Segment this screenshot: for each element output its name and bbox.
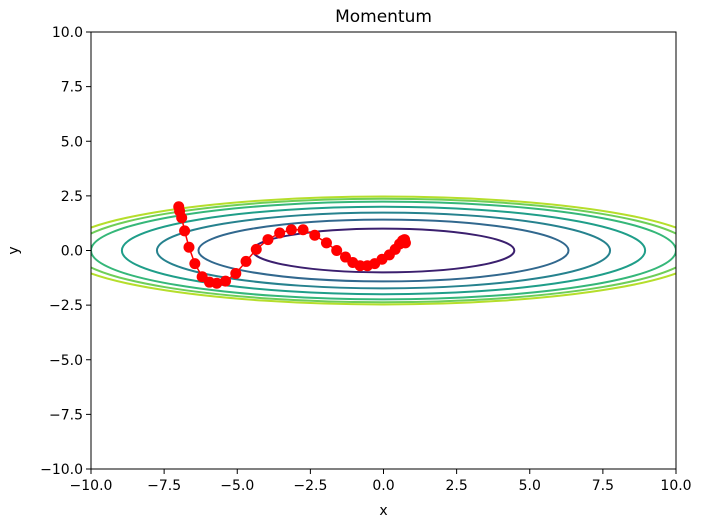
x-tick-label: 10.0 [660,478,691,494]
contour-level-3 [120,205,647,296]
series-point [331,245,343,256]
series-point [399,237,411,249]
series-point [211,277,223,289]
series-point [189,258,201,270]
contour-level-1 [197,218,570,283]
x-tick-label: 0.0 [372,478,394,494]
series-point [250,243,262,255]
series-point [183,241,195,253]
x-tick-label: −2.5 [293,478,327,494]
y-axis-label: y [6,246,22,254]
series-point [320,237,332,249]
series-point [240,255,252,267]
contour-level-2 [155,211,612,290]
series-point [309,229,321,241]
contour-lines [91,195,676,306]
x-tick-label: −7.5 [147,478,181,494]
y-tick-label: 0.0 [61,244,83,260]
y-tick-label: 5.0 [61,134,83,150]
contour-level-5 [91,197,676,304]
contour-level-6 [91,195,676,306]
x-tick-label: −10.0 [70,478,113,494]
y-tick-label: 7.5 [61,80,83,96]
y-tick-label: −2.5 [49,298,83,314]
y-tick-label: 10.0 [52,25,83,41]
y-tick-label: −5.0 [49,353,83,369]
x-tick-label: −5.0 [220,478,254,494]
x-axis-ticks: −10.0 −7.5 −5.0 −2.5 0.0 2.5 5.0 7.5 10.0 [70,469,692,494]
series-point [285,224,297,236]
chart-title: Momentum [335,7,432,27]
y-tick-label: −10.0 [40,462,83,478]
series-point [297,224,309,236]
series-point [176,212,188,224]
y-tick-label: 2.5 [61,189,83,205]
series-point [230,267,242,279]
contour-level-4 [91,200,676,301]
series-point [274,227,286,239]
series-point [220,275,232,287]
x-tick-label: 7.5 [592,478,614,494]
y-axis-ticks: −10.0 −7.5 −5.0 −2.5 0.0 2.5 5.0 7.5 10.0 [40,25,91,478]
series-point [262,234,274,246]
y-tick-label: −7.5 [49,407,83,423]
x-tick-label: 2.5 [445,478,467,494]
x-axis-label: x [379,503,387,519]
trajectory-series [173,201,411,289]
x-tick-label: 5.0 [519,478,541,494]
series-point [179,225,191,237]
